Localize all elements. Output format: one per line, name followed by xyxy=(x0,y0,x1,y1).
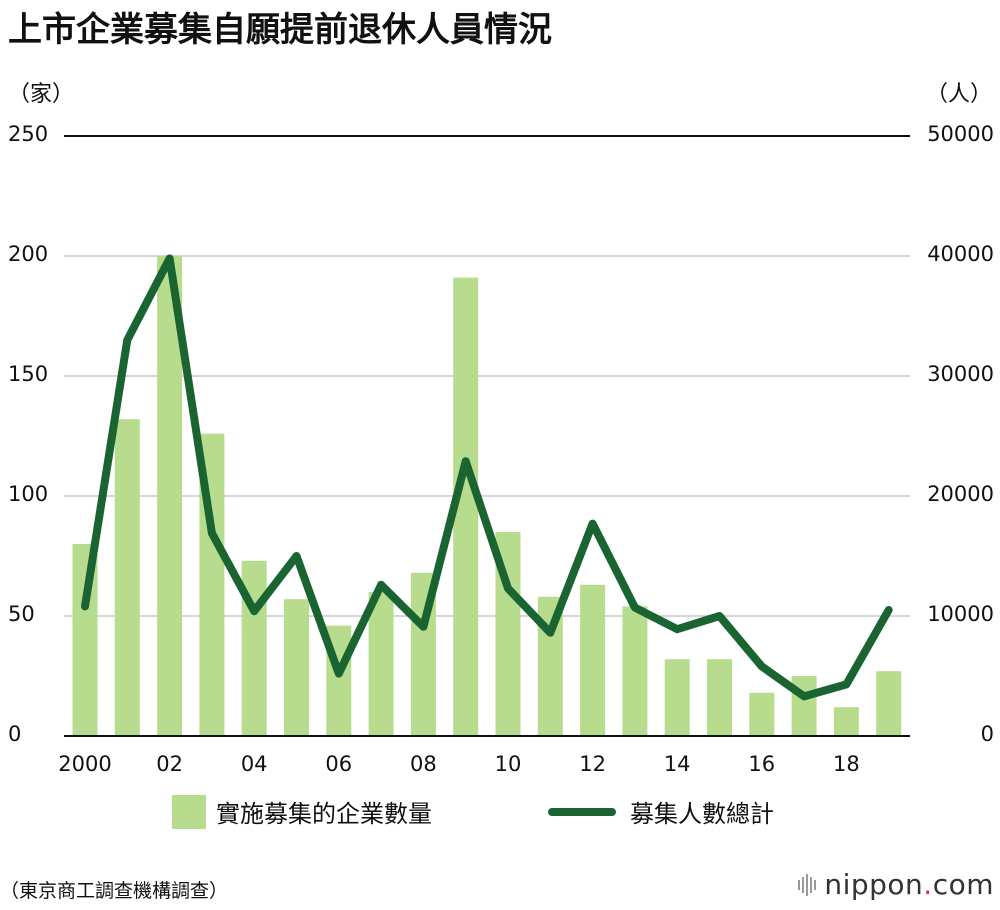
bar-2007 xyxy=(368,592,394,736)
x-tick-2004: 04 xyxy=(240,752,268,776)
legend-bar: 實施募集的企業數量 xyxy=(172,794,432,829)
x-tick-2010: 10 xyxy=(494,752,522,776)
brand-logo: nippon. com xyxy=(798,868,994,901)
bar-2001 xyxy=(114,419,140,736)
bar-2019 xyxy=(876,671,902,736)
x-tick-2012: 12 xyxy=(579,752,606,776)
bar-2013 xyxy=(622,606,648,736)
y-right-tick-30000: 30000 xyxy=(927,362,994,386)
bar-2015 xyxy=(707,659,732,736)
x-tick-2000: 2000 xyxy=(58,752,112,776)
y-left-tick-250: 250 xyxy=(8,122,49,146)
bar-2014 xyxy=(664,659,690,736)
x-tick-2006: 06 xyxy=(325,752,353,776)
left-axis-unit: （家） xyxy=(8,82,75,107)
x-tick-2016: 16 xyxy=(748,752,776,776)
x-tick-2018: 18 xyxy=(833,752,860,776)
x-tick-2014: 14 xyxy=(663,752,691,776)
brand-name: nippon xyxy=(824,868,924,901)
bar-2018 xyxy=(833,707,859,736)
brand-suffix: com xyxy=(932,868,994,901)
brand-bars-icon xyxy=(798,873,817,896)
legend-line: 募集人數總計 xyxy=(548,794,774,829)
y-right-tick-50000: 50000 xyxy=(927,122,994,146)
brand-dot: . xyxy=(923,868,933,901)
line-series-total xyxy=(81,254,893,701)
bar-2005 xyxy=(284,599,309,736)
y-right-tick-10000: 10000 xyxy=(927,602,994,626)
legend-bar-label: 實施募集的企業數量 xyxy=(216,800,432,828)
y-right-tick-0: 0 xyxy=(980,722,994,746)
bar-2012 xyxy=(580,584,606,736)
x-tick-2008: 08 xyxy=(410,752,437,776)
legend-bar-swatch xyxy=(172,794,206,829)
bar-2016 xyxy=(749,692,775,736)
y-left-tick-100: 100 xyxy=(8,482,49,506)
source-note: （東京商工調查機構調查） xyxy=(0,880,229,902)
y-left-tick-200: 200 xyxy=(8,242,49,266)
bar-2017 xyxy=(791,676,817,736)
y-left-tick-0: 0 xyxy=(8,722,22,746)
legend-line-label: 募集人數總計 xyxy=(630,800,774,828)
y-left-tick-150: 150 xyxy=(8,362,49,386)
y-right-tick-20000: 20000 xyxy=(927,482,994,506)
right-axis-unit: （人） xyxy=(925,82,992,107)
x-tick-2002: 02 xyxy=(156,752,183,776)
y-right-tick-40000: 40000 xyxy=(927,242,994,266)
chart-title: 上市企業募集自願提前退休人員情況 xyxy=(8,10,552,50)
y-left-tick-50: 50 xyxy=(8,602,35,626)
legend-line-swatch xyxy=(548,807,616,816)
